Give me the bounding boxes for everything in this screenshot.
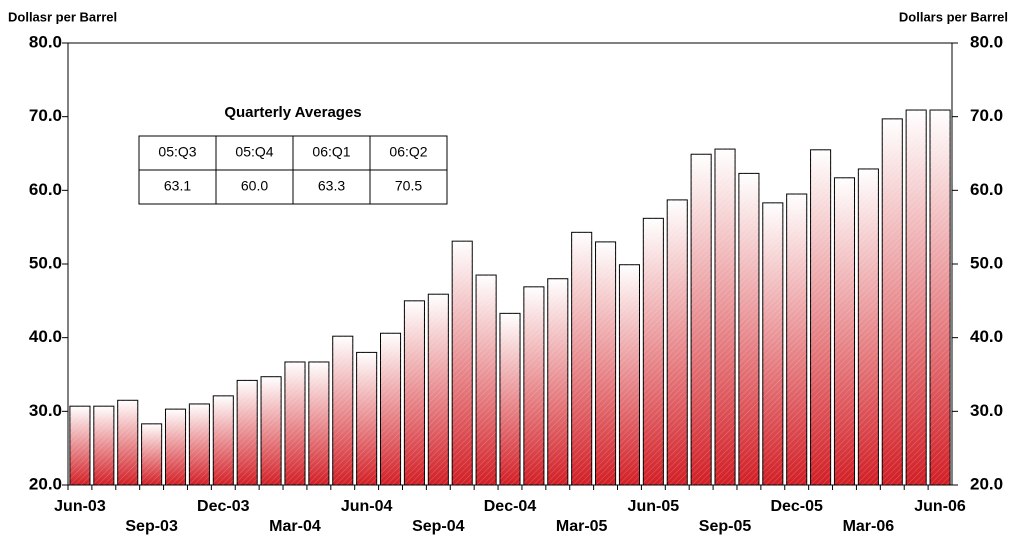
bar bbox=[714, 148, 736, 486]
bar bbox=[308, 361, 330, 486]
bar bbox=[93, 405, 115, 486]
bar bbox=[451, 240, 473, 486]
bar bbox=[356, 351, 378, 486]
bar bbox=[117, 399, 139, 486]
table-cell: 63.3 bbox=[318, 178, 345, 194]
bar bbox=[618, 264, 640, 486]
bar bbox=[571, 231, 593, 486]
table-header: 05:Q3 bbox=[158, 144, 196, 160]
quarterly-table: Quarterly Averages 05:Q3 63.1 05:Q4 60.0 06:Q… bbox=[138, 104, 448, 205]
bar bbox=[69, 405, 91, 486]
bar bbox=[929, 109, 951, 486]
bar bbox=[260, 376, 282, 486]
x-tick-label: Jun-06 bbox=[914, 498, 966, 515]
table-cell: 70.5 bbox=[395, 178, 422, 194]
bar bbox=[475, 274, 497, 486]
y-tick-label: 60.0 bbox=[29, 180, 62, 199]
table-cell: 63.1 bbox=[164, 178, 191, 194]
bar bbox=[810, 149, 832, 486]
x-tick-label: Sep-05 bbox=[699, 518, 752, 535]
y2-tick-label: 50.0 bbox=[970, 253, 1003, 272]
bar bbox=[427, 293, 449, 486]
bar bbox=[595, 241, 617, 486]
bar bbox=[499, 312, 521, 486]
bar bbox=[380, 332, 402, 486]
y-tick-label: 50.0 bbox=[29, 253, 62, 272]
x-tick-label: Sep-03 bbox=[125, 518, 178, 535]
table-header: 05:Q4 bbox=[235, 144, 273, 160]
x-tick-label: Mar-06 bbox=[843, 518, 895, 535]
x-tick-label: Mar-04 bbox=[269, 518, 321, 535]
y2-axis-title: Dollars per Barrel bbox=[899, 9, 1008, 24]
x-tick-label: Jun-04 bbox=[341, 498, 393, 515]
bar bbox=[141, 423, 163, 486]
bar bbox=[164, 408, 187, 486]
bar bbox=[857, 168, 879, 486]
table-title: Quarterly Averages bbox=[224, 104, 361, 121]
bar bbox=[762, 202, 784, 486]
bar bbox=[188, 403, 210, 486]
y2-tick-label: 30.0 bbox=[970, 401, 1003, 420]
bar bbox=[547, 278, 569, 486]
bar bbox=[236, 379, 258, 486]
y-tick-label: 30.0 bbox=[29, 401, 62, 420]
y2-tick-label: 60.0 bbox=[970, 180, 1003, 199]
x-tick-label: Dec-04 bbox=[484, 498, 537, 515]
bar bbox=[212, 395, 234, 486]
bar bbox=[284, 361, 306, 486]
y-axis-title: Dollasr per Barrel bbox=[8, 9, 117, 24]
bar bbox=[881, 118, 903, 486]
bar bbox=[666, 199, 688, 486]
bar bbox=[642, 217, 664, 486]
bar bbox=[403, 300, 425, 486]
table-header: 06:Q2 bbox=[389, 144, 427, 160]
x-tick-label: Mar-05 bbox=[556, 518, 608, 535]
x-tick-label: Jun-05 bbox=[628, 498, 680, 515]
x-tick-label: Sep-04 bbox=[412, 518, 465, 535]
bar bbox=[833, 177, 856, 486]
bar bbox=[690, 153, 712, 486]
y2-tick-label: 70.0 bbox=[970, 106, 1003, 125]
table-header: 06:Q1 bbox=[312, 144, 350, 160]
y-tick-label: 20.0 bbox=[29, 474, 62, 493]
y2-tick-label: 40.0 bbox=[970, 327, 1003, 346]
bar bbox=[905, 109, 927, 486]
y-tick-label: 80.0 bbox=[29, 32, 62, 51]
y2-tick-label: 80.0 bbox=[970, 32, 1003, 51]
x-tick-label: Jun-03 bbox=[54, 498, 106, 515]
bar bbox=[738, 172, 760, 486]
y-tick-label: 40.0 bbox=[29, 327, 62, 346]
bar bbox=[786, 193, 808, 486]
x-tick-label: Dec-05 bbox=[770, 498, 823, 515]
x-tick-label: Dec-03 bbox=[197, 498, 250, 515]
table-cell: 60.0 bbox=[241, 178, 268, 194]
y2-tick-label: 20.0 bbox=[970, 474, 1003, 493]
bar bbox=[523, 286, 545, 486]
y-tick-label: 70.0 bbox=[29, 106, 62, 125]
bar bbox=[332, 335, 354, 486]
